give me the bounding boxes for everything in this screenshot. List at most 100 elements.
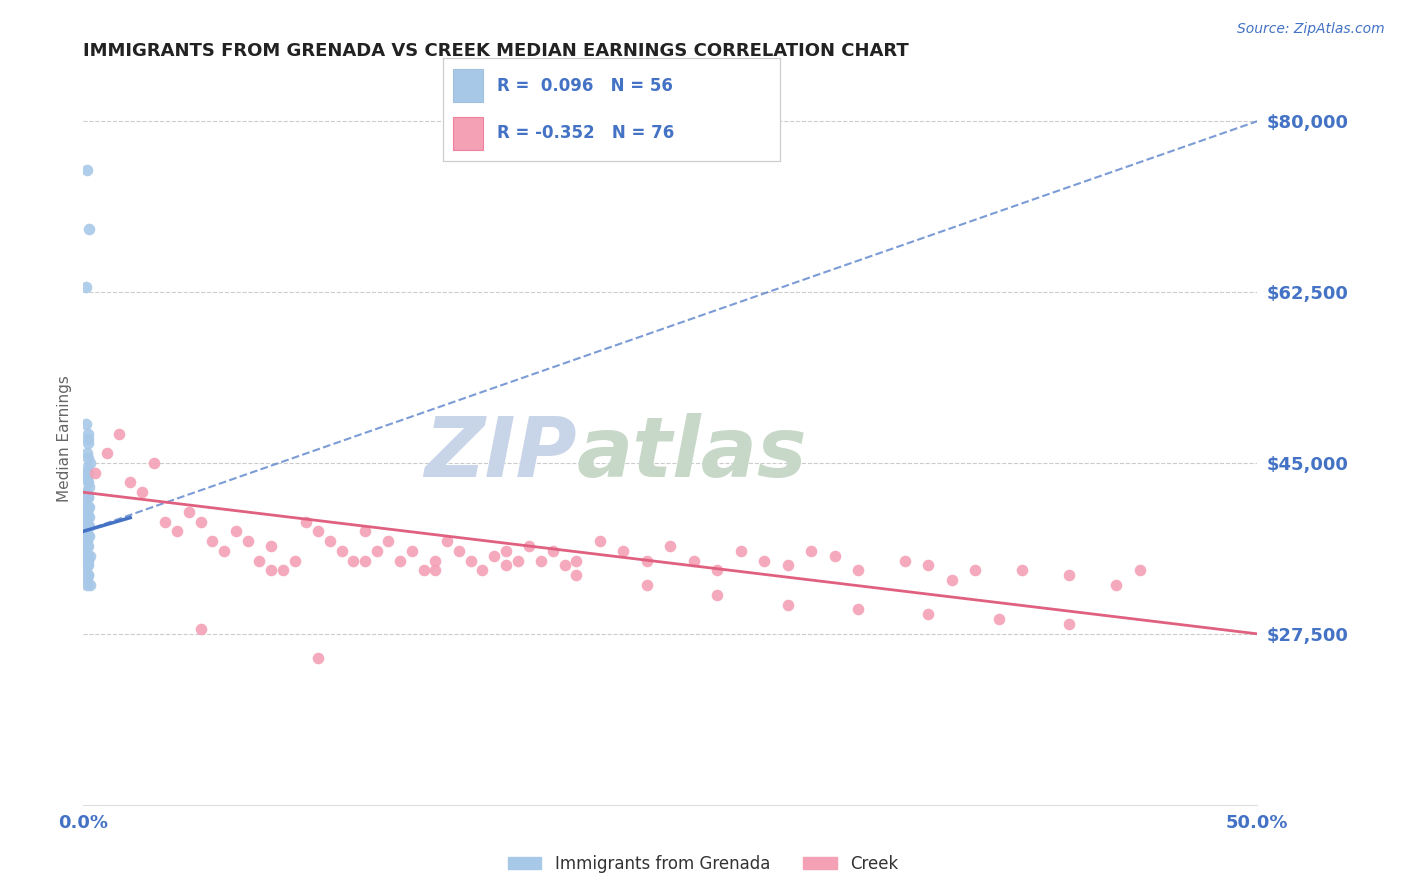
Point — [77, 539, 100, 553]
Point — [447, 544, 470, 558]
Point — [1059, 617, 1081, 632]
Point — [846, 602, 869, 616]
Point — [295, 515, 318, 529]
Point — [260, 539, 283, 553]
Point — [377, 534, 399, 549]
Point — [436, 534, 458, 549]
Point — [225, 524, 247, 539]
Point — [77, 509, 100, 524]
FancyBboxPatch shape — [453, 70, 484, 102]
Point — [76, 573, 98, 587]
Point — [389, 553, 412, 567]
Point — [76, 426, 98, 441]
Point — [247, 553, 270, 567]
Point — [120, 475, 142, 490]
Point — [79, 456, 101, 470]
Point — [284, 553, 307, 567]
Point — [917, 607, 939, 622]
Point — [75, 519, 97, 533]
Point — [319, 534, 342, 549]
Point — [506, 553, 529, 567]
Y-axis label: Median Earnings: Median Earnings — [58, 376, 72, 502]
Point — [530, 553, 553, 567]
Point — [565, 568, 588, 582]
Point — [75, 495, 97, 509]
Point — [75, 417, 97, 431]
Point — [76, 578, 98, 592]
Point — [76, 553, 98, 567]
Point — [941, 573, 963, 587]
Text: ZIP: ZIP — [423, 413, 576, 493]
Point — [307, 524, 329, 539]
Point — [541, 544, 564, 558]
Point — [190, 515, 212, 529]
Point — [77, 466, 100, 480]
Point — [76, 505, 98, 519]
Point — [495, 544, 517, 558]
Point — [75, 544, 97, 558]
Point — [75, 524, 97, 539]
Point — [76, 519, 98, 533]
Point — [77, 568, 100, 582]
Point — [987, 612, 1010, 626]
Point — [589, 534, 612, 549]
Point — [190, 622, 212, 636]
Point — [75, 515, 97, 529]
Point — [776, 558, 799, 573]
Point — [77, 480, 100, 494]
Point — [271, 563, 294, 577]
Point — [76, 163, 98, 178]
Text: IMMIGRANTS FROM GRENADA VS CREEK MEDIAN EARNINGS CORRELATION CHART: IMMIGRANTS FROM GRENADA VS CREEK MEDIAN … — [83, 42, 910, 60]
Point — [76, 539, 98, 553]
Point — [79, 549, 101, 563]
Point — [77, 432, 100, 446]
Point — [260, 563, 283, 577]
Point — [965, 563, 987, 577]
Point — [77, 490, 100, 504]
Point — [76, 549, 98, 563]
Point — [75, 515, 97, 529]
Point — [131, 485, 153, 500]
Point — [76, 529, 98, 543]
Point — [354, 524, 377, 539]
Point — [471, 563, 494, 577]
Point — [482, 549, 505, 563]
Point — [425, 553, 447, 567]
Point — [76, 539, 98, 553]
Point — [894, 553, 917, 567]
Point — [76, 500, 98, 514]
Point — [917, 558, 939, 573]
Point — [76, 549, 98, 563]
Text: atlas: atlas — [576, 413, 807, 493]
Point — [76, 509, 98, 524]
Point — [1129, 563, 1152, 577]
Point — [75, 466, 97, 480]
Point — [177, 505, 200, 519]
Point — [330, 544, 353, 558]
Point — [212, 544, 235, 558]
Point — [1011, 563, 1033, 577]
Point — [76, 568, 98, 582]
Point — [1059, 568, 1081, 582]
Point — [682, 553, 704, 567]
Point — [77, 519, 100, 533]
Point — [75, 280, 97, 294]
Point — [76, 558, 98, 573]
Point — [79, 578, 101, 592]
Point — [659, 539, 682, 553]
Point — [706, 588, 728, 602]
Point — [425, 563, 447, 577]
Text: R = -0.352   N = 76: R = -0.352 N = 76 — [496, 124, 673, 142]
Point — [75, 485, 97, 500]
Point — [366, 544, 388, 558]
Point — [76, 451, 98, 466]
Point — [76, 505, 98, 519]
Point — [77, 558, 100, 573]
Point — [517, 539, 540, 553]
Point — [76, 500, 98, 514]
Point — [612, 544, 634, 558]
Point — [752, 553, 775, 567]
Point — [75, 563, 97, 577]
Point — [76, 460, 98, 475]
Point — [800, 544, 823, 558]
